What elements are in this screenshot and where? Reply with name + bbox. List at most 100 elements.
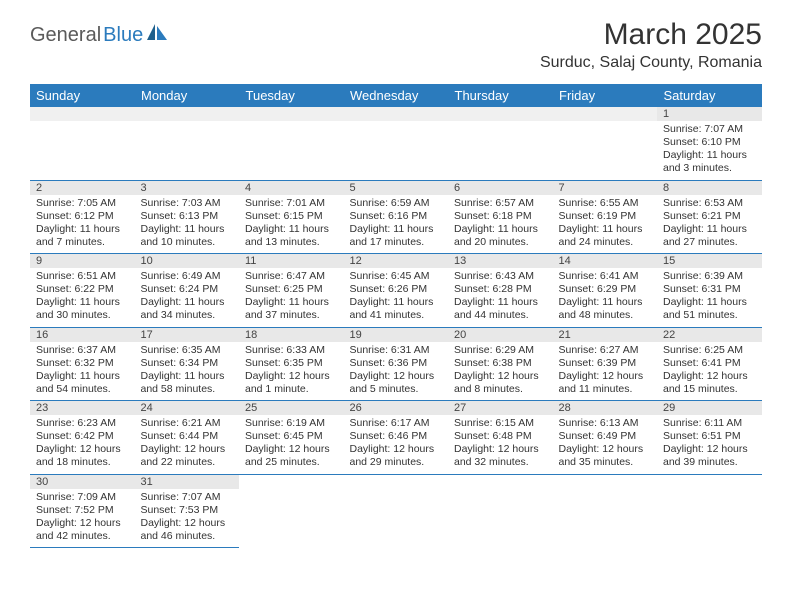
page-title: March 2025 [540,18,762,52]
day-content-cell: Sunrise: 7:09 AMSunset: 7:52 PMDaylight:… [30,489,135,548]
content-row: Sunrise: 6:23 AMSunset: 6:42 PMDaylight:… [30,415,762,474]
content-row: Sunrise: 6:37 AMSunset: 6:32 PMDaylight:… [30,342,762,401]
sunrise-line: Sunrise: 6:43 AM [454,270,547,283]
sunset-line: Sunset: 6:45 PM [245,430,338,443]
day-details: Sunrise: 6:57 AMSunset: 6:18 PMDaylight:… [454,197,547,250]
day-content-cell [448,121,553,180]
content-row: Sunrise: 6:51 AMSunset: 6:22 PMDaylight:… [30,268,762,327]
day-number-cell: 22 [657,327,762,342]
day-number-cell: 10 [135,254,240,269]
day-number-cell: 31 [135,474,240,489]
day-details: Sunrise: 6:15 AMSunset: 6:48 PMDaylight:… [454,417,547,470]
daylight-line: Daylight: 11 hours and 54 minutes. [36,370,129,396]
day-details: Sunrise: 6:31 AMSunset: 6:36 PMDaylight:… [350,344,443,397]
day-number-cell [344,474,449,489]
page-subtitle: Surduc, Salaj County, Romania [540,54,762,72]
sunset-line: Sunset: 7:52 PM [36,504,129,517]
day-details: Sunrise: 6:49 AMSunset: 6:24 PMDaylight:… [141,270,234,323]
day-header-row: Sunday Monday Tuesday Wednesday Thursday… [30,84,762,107]
day-details: Sunrise: 7:03 AMSunset: 6:13 PMDaylight:… [141,197,234,250]
sunset-line: Sunset: 6:19 PM [559,210,652,223]
sunrise-line: Sunrise: 7:07 AM [663,123,756,136]
sunset-line: Sunset: 6:49 PM [559,430,652,443]
day-number-cell [448,107,553,121]
day-content-cell: Sunrise: 6:39 AMSunset: 6:31 PMDaylight:… [657,268,762,327]
sunrise-line: Sunrise: 6:39 AM [663,270,756,283]
sunrise-line: Sunrise: 6:27 AM [559,344,652,357]
day-content-cell: Sunrise: 6:33 AMSunset: 6:35 PMDaylight:… [239,342,344,401]
day-content-cell: Sunrise: 6:11 AMSunset: 6:51 PMDaylight:… [657,415,762,474]
day-details: Sunrise: 7:07 AMSunset: 6:10 PMDaylight:… [663,123,756,176]
day-details: Sunrise: 6:27 AMSunset: 6:39 PMDaylight:… [559,344,652,397]
day-details: Sunrise: 6:41 AMSunset: 6:29 PMDaylight:… [559,270,652,323]
day-number-cell: 16 [30,327,135,342]
day-details: Sunrise: 6:39 AMSunset: 6:31 PMDaylight:… [663,270,756,323]
day-content-cell [344,121,449,180]
sunrise-line: Sunrise: 7:01 AM [245,197,338,210]
day-content-cell: Sunrise: 7:03 AMSunset: 6:13 PMDaylight:… [135,195,240,254]
content-row: Sunrise: 7:07 AMSunset: 6:10 PMDaylight:… [30,121,762,180]
day-number-cell: 5 [344,180,449,195]
sunset-line: Sunset: 6:46 PM [350,430,443,443]
daylight-line: Daylight: 11 hours and 20 minutes. [454,223,547,249]
daylight-line: Daylight: 12 hours and 15 minutes. [663,370,756,396]
sunset-line: Sunset: 6:18 PM [454,210,547,223]
day-details: Sunrise: 6:11 AMSunset: 6:51 PMDaylight:… [663,417,756,470]
sunset-line: Sunset: 6:34 PM [141,357,234,370]
daylight-line: Daylight: 11 hours and 37 minutes. [245,296,338,322]
sunrise-line: Sunrise: 6:33 AM [245,344,338,357]
sunset-line: Sunset: 6:25 PM [245,283,338,296]
sunrise-line: Sunrise: 6:49 AM [141,270,234,283]
daylight-line: Daylight: 11 hours and 51 minutes. [663,296,756,322]
sunrise-line: Sunrise: 6:25 AM [663,344,756,357]
day-number-cell: 9 [30,254,135,269]
day-details: Sunrise: 6:35 AMSunset: 6:34 PMDaylight:… [141,344,234,397]
content-row: Sunrise: 7:09 AMSunset: 7:52 PMDaylight:… [30,489,762,548]
day-number-cell: 1 [657,107,762,121]
day-content-cell [344,489,449,548]
day-number-cell [239,474,344,489]
sunset-line: Sunset: 6:13 PM [141,210,234,223]
daylight-line: Daylight: 11 hours and 10 minutes. [141,223,234,249]
day-number-cell [553,107,658,121]
day-content-cell: Sunrise: 6:17 AMSunset: 6:46 PMDaylight:… [344,415,449,474]
day-number-cell: 25 [239,401,344,416]
daylight-line: Daylight: 12 hours and 5 minutes. [350,370,443,396]
sunset-line: Sunset: 6:44 PM [141,430,234,443]
sunrise-line: Sunrise: 6:13 AM [559,417,652,430]
day-number-cell: 6 [448,180,553,195]
daylight-line: Daylight: 11 hours and 17 minutes. [350,223,443,249]
day-details: Sunrise: 6:19 AMSunset: 6:45 PMDaylight:… [245,417,338,470]
daylight-line: Daylight: 11 hours and 3 minutes. [663,149,756,175]
sunrise-line: Sunrise: 6:51 AM [36,270,129,283]
daylight-line: Daylight: 11 hours and 30 minutes. [36,296,129,322]
day-content-cell: Sunrise: 6:57 AMSunset: 6:18 PMDaylight:… [448,195,553,254]
day-number-cell: 30 [30,474,135,489]
sunrise-line: Sunrise: 6:35 AM [141,344,234,357]
daylight-line: Daylight: 11 hours and 58 minutes. [141,370,234,396]
day-header: Tuesday [239,84,344,107]
day-number-cell: 17 [135,327,240,342]
sunrise-line: Sunrise: 6:17 AM [350,417,443,430]
sunrise-line: Sunrise: 6:53 AM [663,197,756,210]
sunset-line: Sunset: 6:28 PM [454,283,547,296]
daynum-row: 3031 [30,474,762,489]
daylight-line: Daylight: 11 hours and 24 minutes. [559,223,652,249]
daylight-line: Daylight: 11 hours and 7 minutes. [36,223,129,249]
day-number-cell: 3 [135,180,240,195]
day-number-cell: 26 [344,401,449,416]
day-number-cell: 21 [553,327,658,342]
sunset-line: Sunset: 6:24 PM [141,283,234,296]
sunrise-line: Sunrise: 6:59 AM [350,197,443,210]
logo-text-blue: Blue [103,24,143,47]
day-details: Sunrise: 6:33 AMSunset: 6:35 PMDaylight:… [245,344,338,397]
daylight-line: Daylight: 12 hours and 39 minutes. [663,443,756,469]
daylight-line: Daylight: 11 hours and 44 minutes. [454,296,547,322]
day-content-cell [135,121,240,180]
sunset-line: Sunset: 6:31 PM [663,283,756,296]
day-details: Sunrise: 6:55 AMSunset: 6:19 PMDaylight:… [559,197,652,250]
sunset-line: Sunset: 6:38 PM [454,357,547,370]
day-number-cell: 29 [657,401,762,416]
logo-sail-icon [147,24,169,47]
day-number-cell: 23 [30,401,135,416]
